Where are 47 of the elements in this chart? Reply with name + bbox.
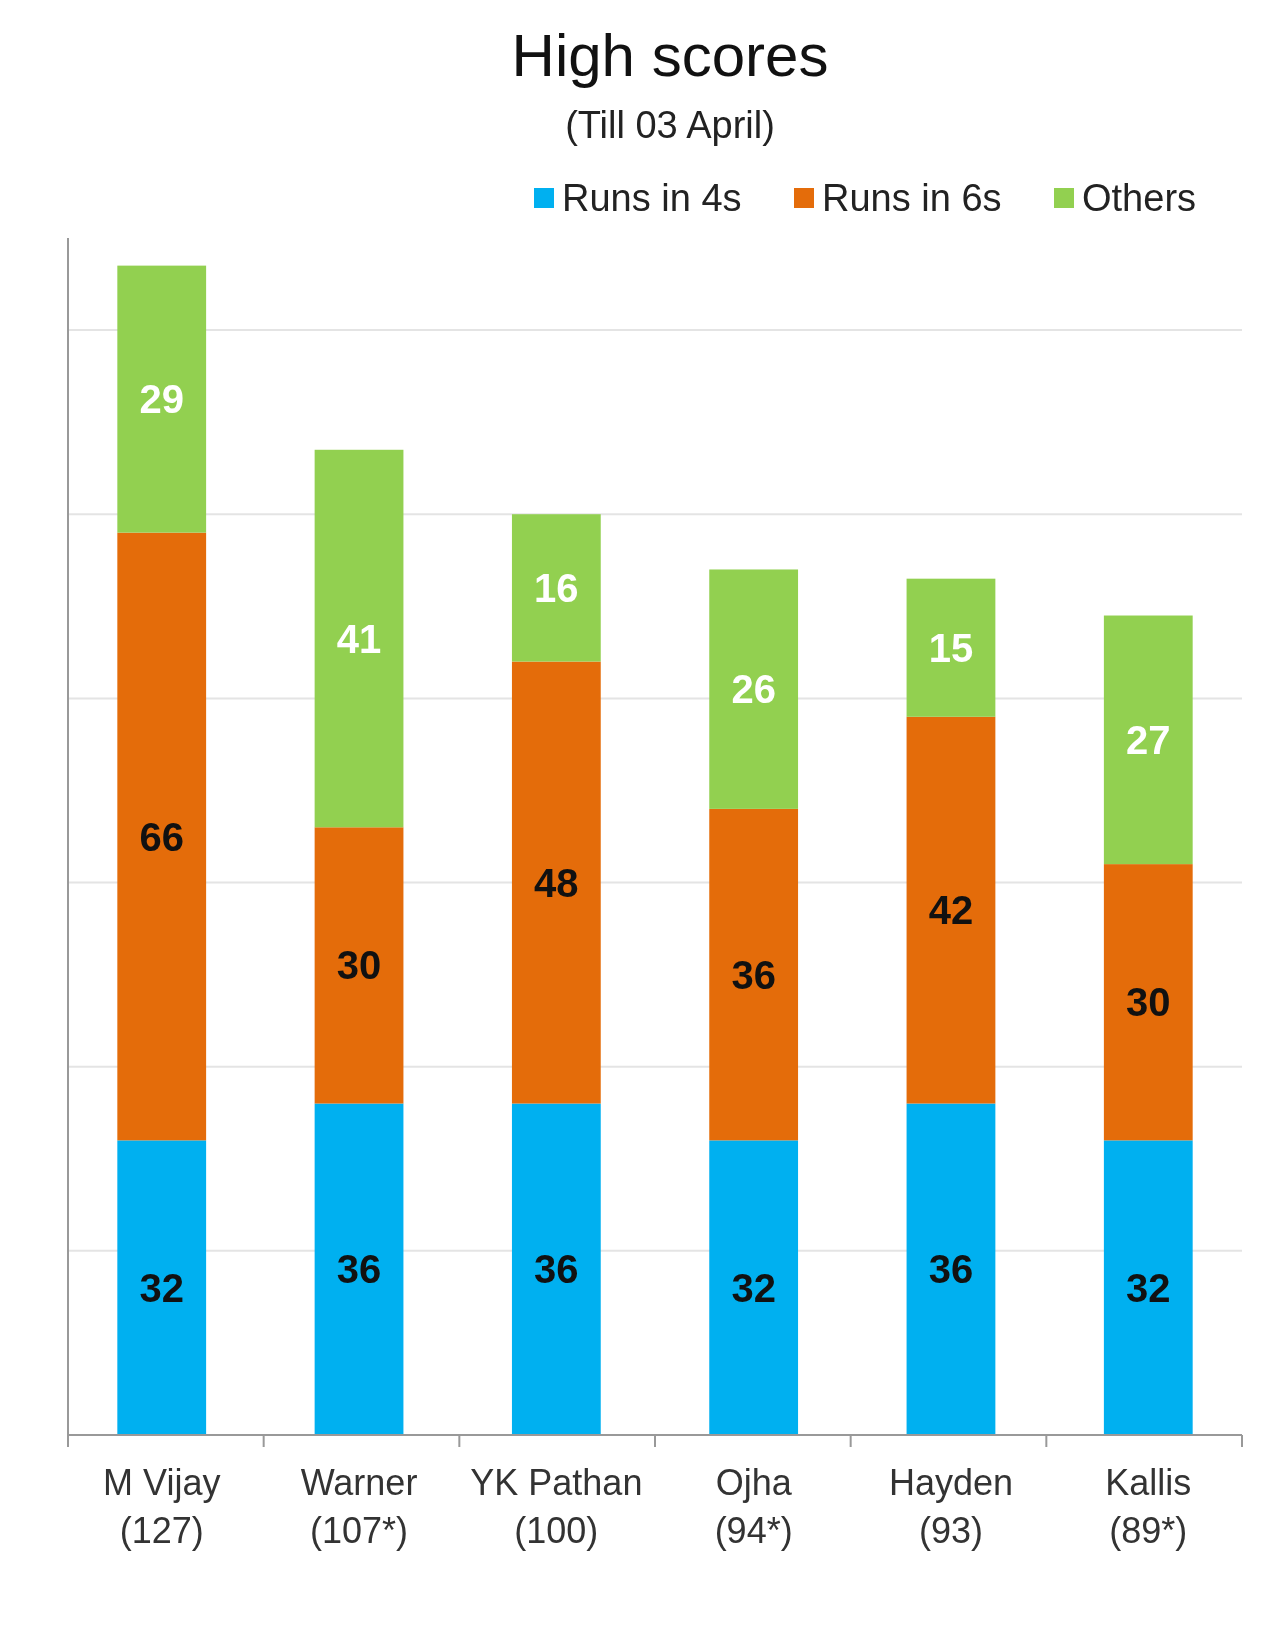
bar — [709, 1140, 799, 1435]
x-tick-label: Hayden (93) — [888, 1462, 1014, 1551]
data-label: 36 — [731, 952, 776, 997]
data-label: 36 — [928, 1247, 974, 1292]
x-tick-label: Warner (107*) — [300, 1462, 418, 1551]
data-label: 30 — [336, 943, 382, 988]
bar — [117, 532, 207, 1141]
data-label: 29 — [139, 377, 184, 422]
data-label: 16 — [534, 565, 579, 610]
bar — [906, 1103, 996, 1435]
data-label: 36 — [534, 1247, 579, 1292]
data-label: 32 — [1126, 1265, 1171, 1310]
bar — [314, 827, 404, 1104]
bar — [117, 1140, 207, 1435]
data-label: 66 — [139, 814, 184, 859]
x-tick-label: M Vijay (127) — [103, 1462, 221, 1551]
data-label: 26 — [731, 667, 776, 712]
bar — [709, 808, 799, 1141]
bar — [709, 569, 799, 809]
bar — [1103, 1140, 1193, 1435]
bar — [314, 449, 404, 828]
data-label: 30 — [1126, 980, 1171, 1025]
legend-label: Others — [1082, 177, 1197, 220]
data-label: 36 — [336, 1247, 382, 1292]
x-tick-label: YK Pathan (100) — [470, 1462, 643, 1551]
data-label: 27 — [1126, 717, 1171, 762]
legend-label: Runs in 6s — [822, 177, 1002, 220]
legend-label: Runs in 4s — [562, 177, 742, 220]
chart-subtitle: (Till 03 April) — [565, 104, 775, 146]
bar — [511, 514, 601, 662]
data-label: 32 — [731, 1265, 776, 1310]
data-label: 15 — [928, 625, 974, 670]
data-label: 32 — [139, 1265, 184, 1310]
bar — [314, 1103, 404, 1435]
bar — [906, 578, 996, 717]
x-tick-label: Kallis (89*) — [1105, 1462, 1192, 1551]
chart-title: High scores — [511, 22, 829, 89]
bar — [511, 1103, 601, 1435]
bar — [906, 716, 996, 1104]
data-label: 41 — [336, 616, 382, 661]
bar — [511, 661, 601, 1104]
bar — [117, 265, 207, 533]
data-label: 48 — [534, 860, 579, 905]
bar — [1103, 864, 1193, 1141]
x-tick-label: Ojha (94*) — [714, 1462, 793, 1551]
data-label: 42 — [928, 888, 974, 933]
bar — [1103, 615, 1193, 865]
